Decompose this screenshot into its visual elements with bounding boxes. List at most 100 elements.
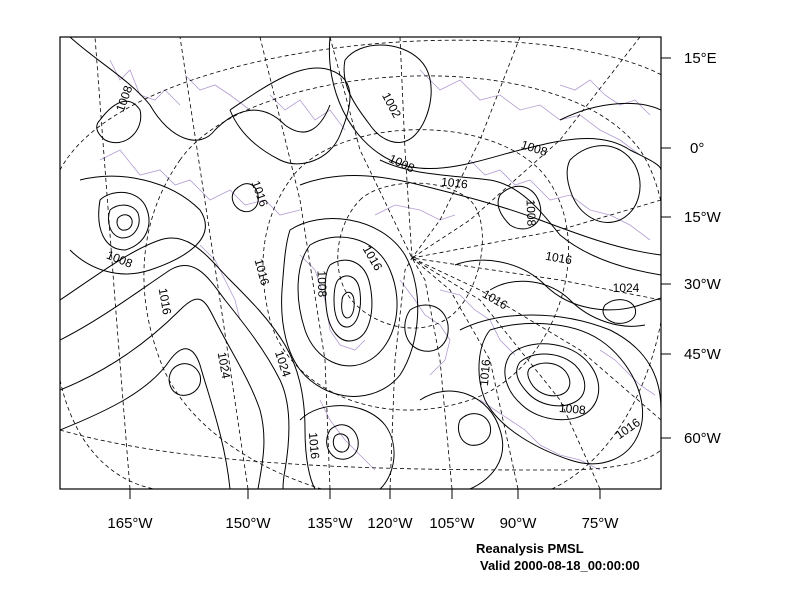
isobar [60, 264, 290, 489]
isobar [478, 323, 644, 465]
isobar [332, 433, 350, 453]
isobar [379, 159, 661, 276]
map-plot-area [60, 37, 661, 489]
coastline [419, 69, 641, 156]
lon-label: 105°W [429, 515, 475, 532]
coastlines [99, 59, 656, 471]
caption: Reanalysis PMSL Valid 2000-08-18_00:00:0… [476, 541, 640, 573]
lat-label: 15°W [684, 209, 722, 226]
map-title: Reanalysis PMSL [476, 541, 584, 556]
coastline [184, 74, 251, 111]
coastline [559, 79, 651, 116]
meridian-far-ne [411, 37, 641, 259]
contour-label: 1024 [215, 351, 233, 380]
meridian-75W [411, 257, 601, 489]
meridian-105W [411, 257, 453, 489]
isobars [60, 37, 661, 489]
isobar [299, 175, 661, 256]
lon-label: 75°W [582, 515, 620, 532]
contour-label: 1024 [613, 281, 640, 295]
isobar [457, 413, 492, 446]
isobar [281, 218, 419, 397]
isobar [343, 44, 432, 143]
isobar [324, 259, 373, 342]
isobar [602, 299, 637, 324]
coastline [599, 349, 656, 396]
coastline [99, 149, 301, 216]
parallel-far-2 [60, 379, 200, 489]
coastline [269, 94, 346, 131]
coastline [374, 204, 456, 221]
isobar [559, 103, 661, 121]
lon-label: 150°W [225, 515, 271, 532]
meridian-east [411, 257, 661, 421]
isobar [231, 183, 259, 213]
meridian-top-left [399, 37, 413, 259]
isobar [328, 37, 661, 171]
isobar [341, 291, 355, 319]
contour-label: 1016 [306, 432, 322, 460]
contour-label: 1008 [524, 199, 539, 226]
coastline [469, 159, 651, 241]
longitude-labels: 165°W 150°W 135°W 120°W 105°W 90°W 75°W [107, 515, 619, 532]
contour-label: 1016 [252, 257, 273, 287]
latitude-labels: 15°E 0° 15°W 30°W 45°W 60°W [684, 50, 722, 447]
contour-label: 1016 [477, 358, 493, 386]
coastline [199, 244, 241, 321]
isobar [299, 405, 395, 489]
isobar [459, 314, 661, 411]
parallel-outer [143, 75, 661, 489]
lat-label: 0° [690, 140, 704, 157]
isobar [333, 275, 361, 328]
isobar [497, 185, 542, 230]
isobar [419, 390, 504, 489]
contour-label: 1008 [558, 401, 586, 417]
contour-label: 1016 [156, 287, 174, 316]
lon-label: 165°W [107, 515, 153, 532]
isobar [504, 343, 600, 421]
isobar [229, 67, 351, 165]
isobar [168, 363, 201, 396]
lat-label: 15°E [684, 50, 717, 67]
isobar [489, 280, 646, 327]
coastline [319, 399, 376, 471]
contour-label: 1016 [544, 249, 573, 267]
isobar [297, 236, 398, 367]
valid-time: Valid 2000-08-18_00:00:00 [480, 558, 640, 573]
isobar [566, 145, 641, 223]
coastline [299, 254, 366, 351]
isobar [116, 214, 133, 231]
lon-label: 135°W [307, 515, 353, 532]
isobar [60, 348, 231, 489]
meridian-135W [259, 37, 331, 489]
meridian-150W [179, 37, 249, 489]
meridian-165W [94, 37, 131, 489]
isobar [60, 298, 265, 489]
isobar [527, 362, 571, 397]
isobar [404, 304, 449, 352]
lat-label: 30°W [684, 276, 722, 293]
isobar [69, 175, 206, 275]
isobar [326, 424, 359, 460]
meridian-top [411, 37, 521, 259]
lon-label: 90°W [500, 515, 538, 532]
axis-ticks [129, 57, 671, 499]
isobar [454, 259, 661, 311]
meridian-120W [389, 257, 413, 489]
isobar [108, 204, 140, 239]
meridian-ne [411, 199, 661, 259]
parallel-mid [262, 129, 569, 411]
coastline [479, 399, 601, 471]
lat-label: 45°W [684, 346, 722, 363]
isobar [69, 37, 331, 141]
isobar [98, 191, 150, 251]
isobar [96, 100, 142, 144]
coastline [439, 289, 516, 356]
plot-frame [59, 36, 662, 490]
lat-label: 60°W [684, 430, 722, 447]
isobar [60, 237, 316, 489]
parallel-far [60, 39, 661, 171]
parallel-lower [60, 429, 661, 471]
coastline [399, 279, 451, 376]
